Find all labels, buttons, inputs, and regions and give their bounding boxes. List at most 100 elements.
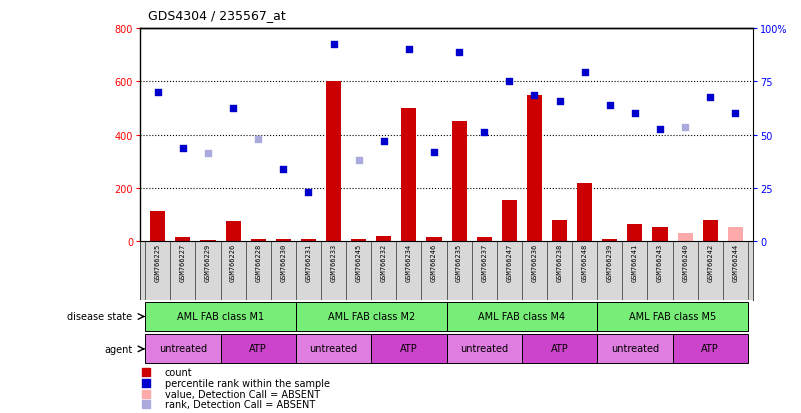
Bar <box>426 238 441 242</box>
Point <box>202 151 215 157</box>
Bar <box>477 238 492 242</box>
Text: AML FAB class M5: AML FAB class M5 <box>629 311 716 321</box>
Text: GSM766238: GSM766238 <box>557 243 562 282</box>
Point <box>377 139 390 145</box>
Bar <box>447 335 522 363</box>
Point <box>140 401 153 408</box>
Text: disease state: disease state <box>67 312 132 322</box>
Bar <box>276 239 291 242</box>
Bar <box>251 239 266 242</box>
Text: ATP: ATP <box>249 343 267 354</box>
Bar <box>301 239 316 242</box>
Bar <box>145 302 296 331</box>
Bar <box>678 234 693 242</box>
Bar <box>376 236 392 242</box>
Text: percentile rank within the sample: percentile rank within the sample <box>165 377 330 388</box>
Point <box>277 166 290 173</box>
Bar <box>175 238 191 242</box>
Text: GSM766227: GSM766227 <box>180 243 186 282</box>
Text: AML FAB class M2: AML FAB class M2 <box>328 311 415 321</box>
Text: GSM766247: GSM766247 <box>506 243 513 282</box>
Text: GSM766234: GSM766234 <box>406 243 412 282</box>
Text: GSM766241: GSM766241 <box>632 243 638 282</box>
Bar <box>501 200 517 242</box>
Point <box>302 189 315 196</box>
Text: GSM766231: GSM766231 <box>305 243 312 282</box>
Bar <box>598 335 673 363</box>
Point <box>578 69 591 76</box>
Bar <box>351 239 366 242</box>
Point <box>704 95 717 101</box>
Text: GSM766237: GSM766237 <box>481 243 487 282</box>
Point <box>603 103 616 109</box>
Point <box>176 145 189 152</box>
Text: GSM766242: GSM766242 <box>707 243 713 282</box>
Text: rank, Detection Call = ABSENT: rank, Detection Call = ABSENT <box>165 399 315 409</box>
Text: GSM766246: GSM766246 <box>431 243 437 282</box>
Text: value, Detection Call = ABSENT: value, Detection Call = ABSENT <box>165 389 320 399</box>
Point <box>140 390 153 397</box>
Text: untreated: untreated <box>460 343 509 354</box>
Bar <box>653 227 667 242</box>
Bar <box>296 302 447 331</box>
Bar <box>296 335 371 363</box>
Point <box>678 124 691 131</box>
Bar <box>602 239 618 242</box>
Bar <box>226 222 240 242</box>
Text: GSM766229: GSM766229 <box>205 243 211 282</box>
Text: GSM766235: GSM766235 <box>456 243 462 282</box>
Point <box>528 92 541 99</box>
Bar <box>527 95 542 242</box>
Text: GSM766236: GSM766236 <box>531 243 537 282</box>
Bar <box>552 221 567 242</box>
Text: GSM766239: GSM766239 <box>607 243 613 282</box>
Text: GSM766244: GSM766244 <box>732 243 739 282</box>
Text: agent: agent <box>104 344 132 354</box>
Text: GSM766233: GSM766233 <box>331 243 336 282</box>
Bar <box>598 302 748 331</box>
Point <box>140 368 153 375</box>
Text: ATP: ATP <box>702 343 719 354</box>
Text: AML FAB class M1: AML FAB class M1 <box>177 311 264 321</box>
Text: GSM766230: GSM766230 <box>280 243 286 282</box>
Text: GDS4304 / 235567_at: GDS4304 / 235567_at <box>148 9 286 21</box>
Bar <box>673 335 748 363</box>
Point <box>151 90 164 96</box>
Point <box>428 149 441 156</box>
Bar <box>728 227 743 242</box>
Bar <box>326 82 341 242</box>
Text: GSM766225: GSM766225 <box>155 243 161 282</box>
Text: GSM766245: GSM766245 <box>356 243 362 282</box>
Bar <box>578 183 592 242</box>
Bar <box>145 335 220 363</box>
Point <box>352 157 365 164</box>
Text: GSM766228: GSM766228 <box>256 243 261 282</box>
Bar <box>522 335 598 363</box>
Point <box>503 79 516 85</box>
Text: AML FAB class M4: AML FAB class M4 <box>478 311 566 321</box>
Bar <box>220 335 296 363</box>
Bar <box>401 109 417 242</box>
Text: ATP: ATP <box>551 343 569 354</box>
Text: GSM766248: GSM766248 <box>582 243 588 282</box>
Point <box>252 136 264 142</box>
Bar <box>702 221 718 242</box>
Text: untreated: untreated <box>611 343 659 354</box>
Point <box>654 127 666 133</box>
Point <box>553 99 566 105</box>
Point <box>729 111 742 117</box>
Text: ATP: ATP <box>400 343 418 354</box>
Bar <box>200 240 215 242</box>
Text: GSM766226: GSM766226 <box>230 243 236 282</box>
Bar <box>452 122 467 242</box>
Point <box>453 50 465 56</box>
Text: untreated: untreated <box>159 343 207 354</box>
Text: count: count <box>165 367 192 377</box>
Bar <box>447 302 598 331</box>
Bar <box>627 224 642 242</box>
Text: GSM766240: GSM766240 <box>682 243 688 282</box>
Text: GSM766243: GSM766243 <box>657 243 663 282</box>
Point <box>402 47 415 54</box>
Text: untreated: untreated <box>309 343 357 354</box>
Bar <box>371 335 447 363</box>
